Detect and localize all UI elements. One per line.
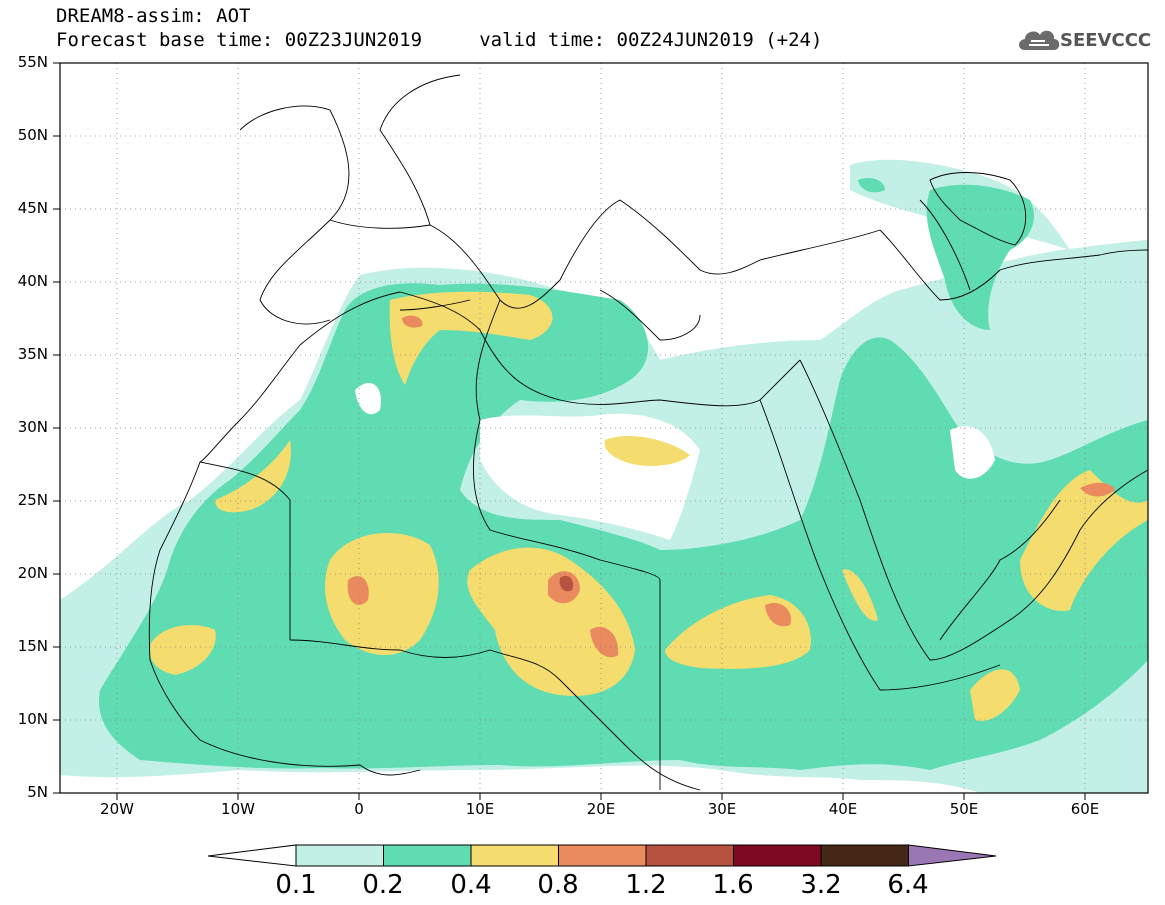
lon-label: 50E: [949, 800, 979, 818]
colorbar-segment: [645, 844, 734, 867]
colorbar-label: 1.6: [712, 870, 754, 900]
aot-contours: [60, 159, 1148, 793]
colorbar-segment-under: [207, 844, 297, 867]
lon-label: 10E: [465, 800, 495, 818]
colorbar-segment-over: [908, 844, 997, 867]
lon-label: 40E: [828, 800, 858, 818]
lon-label: 10W: [221, 800, 255, 818]
colorbar-label: 0.2: [362, 870, 404, 900]
map-title: DREAM8-assim: AOT: [56, 5, 251, 27]
graticule: [60, 63, 1148, 793]
lat-label: 5N: [27, 783, 48, 801]
lat-label: 50N: [17, 126, 48, 144]
lat-label: 30N: [17, 418, 48, 436]
lat-label: 15N: [17, 637, 48, 655]
lon-label: 20W: [100, 800, 134, 818]
colorbar: [207, 844, 997, 867]
lat-label: 10N: [17, 710, 48, 728]
lat-label: 20N: [17, 564, 48, 582]
lon-label: 60E: [1070, 800, 1100, 818]
colorbar-label: 3.2: [800, 870, 842, 900]
cloud-icon: [1019, 30, 1060, 50]
lat-label: 40N: [17, 272, 48, 290]
colorbar-label: 0.4: [450, 870, 492, 900]
axis-ticks: [53, 62, 1086, 800]
colorbar-segment: [383, 844, 472, 867]
colorbar-label: 0.1: [275, 870, 317, 900]
colorbar-segment: [295, 844, 384, 867]
lon-label: 20E: [586, 800, 616, 818]
colorbar-segment: [733, 844, 822, 867]
colorbar-label: 6.4: [887, 870, 929, 900]
lon-label: 30E: [707, 800, 737, 818]
lat-label: 45N: [17, 199, 48, 217]
colorbar-label: 0.8: [537, 870, 579, 900]
logo-text: SEEVCCC: [1060, 30, 1152, 51]
lat-label: 25N: [17, 491, 48, 509]
coastlines: [148, 74, 1148, 791]
forecast-time-line: Forecast base time: 00Z23JUN2019 valid t…: [56, 29, 823, 51]
lat-label: 35N: [17, 345, 48, 363]
colorbar-label: 1.2: [625, 870, 667, 900]
colorbar-segment: [558, 844, 647, 867]
colorbar-segment: [470, 844, 559, 867]
lon-label: 0: [354, 800, 364, 818]
colorbar-segment: [820, 844, 909, 867]
lat-label: 55N: [17, 53, 48, 71]
